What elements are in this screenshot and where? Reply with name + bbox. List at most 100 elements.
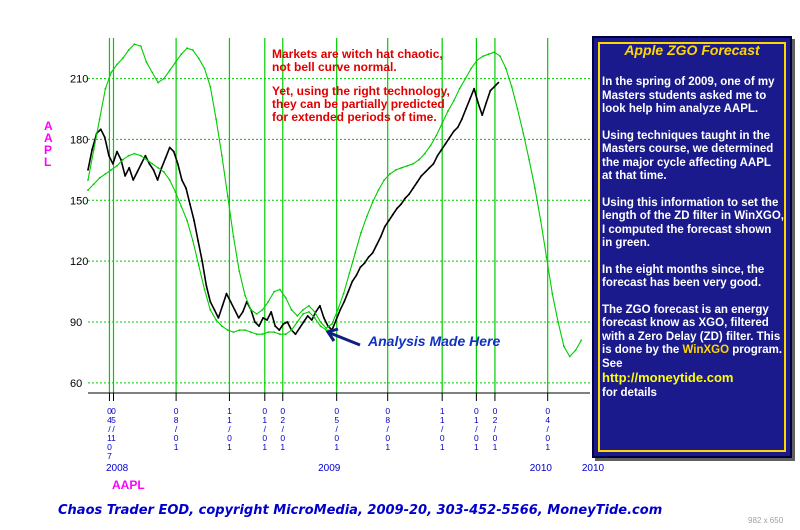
series-0-point-33 [221,304,224,307]
series-0-point-75 [392,213,394,216]
date-label-3-char-0: 1 [227,406,232,416]
series-0-point-21 [172,150,175,153]
date-label-2-char-3: 0 [174,433,179,443]
panel-border [598,42,786,452]
series-1-point-10 [145,61,148,64]
series-1-point-82 [563,345,565,348]
date-label-3-char-2: / [228,424,231,434]
date-label-7-char-0: 0 [385,406,390,416]
date-label-2-char-1: 8 [174,415,179,425]
series-0-point-41 [254,321,256,323]
series-2-point-0 [87,189,89,192]
date-label-3-char-1: 1 [227,415,232,425]
series-2-point-10 [145,158,148,161]
series-2-point-11 [151,162,154,165]
date-label-11-char-3: 0 [545,433,550,443]
series-2-point-22 [215,319,218,321]
series-1-point-16 [180,53,183,56]
forecast-info-panel: Apple ZGO Forecast In the spring of 2009… [592,36,792,458]
series-1-point-40 [319,321,322,323]
date-label-4-char-2: / [264,424,267,434]
series-1-point-49 [371,201,374,204]
moneytide-url-link[interactable]: http://moneytide.com [602,370,734,385]
series-0-point-49 [286,321,289,323]
series-0-point-52 [298,327,301,329]
series-0-point-7 [116,150,118,153]
analysis-arrow-head [325,327,339,342]
series-1-point-2 [98,118,101,120]
annotation-line-4: they can be partially predicted [272,97,445,111]
series-0-point-91 [456,126,459,129]
series-2-point-9 [139,154,142,157]
series-0-point-72 [379,235,382,238]
series-2-point-35 [290,329,293,331]
series-1-point-55 [406,164,409,167]
y-tick-label-180: 180 [70,134,88,146]
series-1-point-34 [284,296,287,299]
series-0-point-0 [87,169,89,171]
winxgo-link[interactable]: WinXGO [682,344,730,356]
series-1-point-84 [574,349,577,352]
series-1-point-66 [470,67,473,70]
series-0-point-18 [160,166,163,169]
year-label-2: 2010 [530,463,553,474]
series-1-point-64 [458,87,461,90]
analysis-arrow [325,327,361,347]
date-label-4-char-3: 0 [262,433,267,443]
date-label-7-char-2: / [387,424,390,434]
date-label-6-char-3: 0 [334,433,339,443]
series-1-point-43 [336,308,339,311]
series-1-point-73 [510,85,513,88]
date-label-11-char-2: / [546,424,549,434]
series-2-point-13 [163,171,165,173]
series-0-point-100 [493,85,496,88]
date-label-6-char-2: / [335,424,338,434]
series-0-point-36 [233,308,236,311]
series-0-point-12 [136,171,139,173]
series-0-point-17 [156,179,159,181]
series-2-point-3 [104,173,107,175]
series-2-point-1 [92,183,95,186]
series-2-point-29 [255,333,258,336]
series-0-point-10 [128,166,131,169]
series-2-point-41 [325,329,328,331]
series-0-point-43 [262,317,264,319]
date-label-6-char-0: 0 [334,406,339,416]
series-1-point-65 [464,77,467,80]
series-1-point-35 [290,308,293,311]
axis-labels: 609012015018021004/10705/108/0111/0101/0… [70,74,605,474]
date-label-2-char-2: / [175,424,178,434]
series-1-point-72 [505,67,507,70]
series-1-point-71 [499,55,502,58]
series-1-point-3 [104,87,107,90]
series-0-point-27 [197,240,200,242]
panel-paragraph-3: Using this information to set the length… [602,196,784,250]
series-0-point-58 [323,317,325,319]
series-0-point-90 [452,130,455,133]
series-1-point-27 [244,294,247,297]
series-0-point-31 [213,308,216,311]
date-label-10-char-2: / [494,424,497,434]
image-size-text: 982 x 650 [748,516,784,525]
series-2-point-5 [116,164,118,167]
date-label-11-char-4: 1 [545,442,550,452]
series-0-point-37 [237,317,240,319]
date-label-9-char-4: 1 [474,442,479,452]
annotation-line-3: Yet, using the right technology, [272,84,450,98]
date-label-7-char-4: 1 [385,442,390,452]
y-axis-label-char-1: A [44,119,53,133]
series-1-point-41 [325,327,328,329]
series-layer [87,43,583,358]
series-1-point-11 [151,71,154,74]
date-label-3-char-3: 0 [227,433,232,443]
date-label-3-char-4: 1 [227,442,232,452]
series-1-point-5 [116,63,118,66]
series-0-point-86 [436,154,439,157]
series-2-point-14 [168,179,171,181]
series-2-point-37 [302,313,304,315]
year-label-1: 2009 [318,463,341,474]
series-2-point-6 [121,158,124,161]
series-1-point-29 [255,313,258,315]
series-2-point-27 [244,329,247,331]
